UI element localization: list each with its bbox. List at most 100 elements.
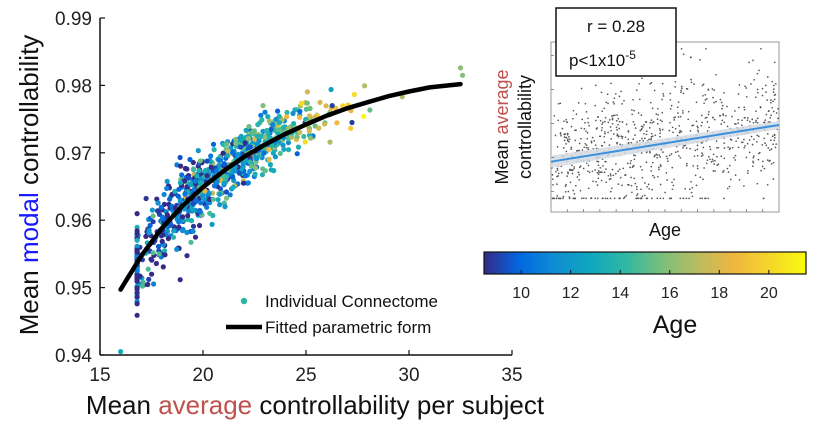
inset-point — [585, 111, 588, 113]
inset-point — [705, 98, 708, 100]
inset-point — [699, 197, 702, 200]
inset-point — [607, 121, 610, 124]
inset-point — [704, 99, 707, 101]
connectome-point — [265, 114, 271, 120]
inset-point — [735, 123, 737, 126]
inset-point — [693, 83, 695, 85]
inset-point — [566, 139, 569, 142]
inset-point — [726, 187, 729, 190]
connectome-point — [223, 189, 229, 195]
connectome-point-outlier — [459, 72, 466, 78]
inset-point — [723, 147, 726, 149]
inset-point — [599, 171, 602, 173]
inset-point — [660, 148, 663, 151]
connectome-point — [277, 150, 283, 156]
inset-point — [610, 82, 612, 85]
inset-point — [632, 138, 635, 140]
connectome-point — [160, 232, 166, 238]
inset-point — [733, 156, 735, 159]
inset-point — [771, 135, 774, 138]
inset-point — [576, 149, 579, 152]
inset-point — [669, 92, 672, 95]
connectome-point — [225, 148, 231, 154]
inset-point — [683, 144, 686, 147]
inset-point — [649, 83, 652, 85]
inset-point — [649, 151, 651, 154]
connectome-point — [202, 188, 208, 194]
inset-point — [602, 165, 604, 167]
inset-point — [744, 85, 746, 88]
inset-point — [621, 135, 624, 138]
connectome-point — [302, 139, 308, 145]
connectome-point — [155, 243, 162, 250]
inset-point — [630, 141, 633, 144]
inset-point — [651, 121, 654, 124]
inset-point — [766, 133, 769, 135]
inset-point — [745, 95, 748, 98]
connectome-point — [271, 168, 277, 174]
inset-point — [632, 121, 635, 123]
inset-point — [765, 113, 768, 116]
inset-point — [587, 146, 589, 149]
connectome-point — [164, 178, 170, 184]
inset-point — [602, 121, 604, 124]
connectome-point — [281, 146, 287, 152]
inset-point — [696, 148, 699, 151]
inset-point — [772, 143, 774, 146]
connectome-point — [238, 144, 244, 150]
inset-point — [630, 159, 632, 162]
inset-point — [672, 131, 674, 134]
inset-point — [564, 190, 567, 193]
inset-point — [655, 113, 658, 115]
connectome-point — [295, 144, 302, 150]
connectome-point — [307, 135, 314, 141]
inset-point — [752, 121, 755, 124]
inset-point — [656, 156, 659, 159]
connectome-point — [258, 133, 264, 140]
inset-point — [757, 91, 759, 94]
inset-point — [612, 174, 615, 177]
inset-point — [643, 137, 646, 140]
age-colorbar: 10 12 14 16 18 20 Age — [483, 251, 807, 339]
inset-point — [574, 129, 576, 132]
inset-point — [561, 171, 563, 174]
inset-point — [770, 148, 773, 150]
connectome-point — [264, 127, 270, 134]
connectome-point — [200, 192, 206, 199]
inset-point — [752, 160, 754, 163]
connectome-point — [258, 112, 264, 118]
connectome-point — [134, 243, 140, 249]
inset-point — [684, 188, 687, 190]
inset-point — [708, 126, 710, 129]
connectome-point — [190, 223, 197, 229]
inset-point — [587, 117, 589, 120]
inset-point — [640, 152, 643, 154]
inset-point — [606, 93, 609, 96]
inset-point — [770, 114, 772, 117]
inset-point — [699, 59, 701, 61]
inset-point — [577, 102, 580, 104]
inset-point — [557, 119, 560, 122]
inset-point — [679, 115, 682, 118]
inset-point — [601, 171, 603, 173]
inset-point — [560, 134, 562, 137]
inset-point — [604, 160, 606, 163]
inset-point — [604, 131, 606, 133]
connectome-point — [298, 100, 305, 106]
inset-point — [755, 110, 757, 113]
inset-point — [572, 117, 574, 120]
inset-point — [756, 121, 759, 124]
inset-point — [661, 82, 664, 85]
inset-point — [577, 171, 580, 174]
inset-point — [609, 174, 612, 177]
connectome-point — [317, 99, 323, 105]
inset-point — [555, 170, 557, 173]
inset-point — [584, 142, 587, 145]
inset-point — [748, 61, 750, 64]
inset-point — [554, 134, 557, 137]
inset-point — [578, 166, 581, 169]
inset-point — [618, 168, 621, 171]
connectome-point — [146, 227, 152, 233]
inset-point — [697, 126, 699, 129]
legend-label-fitted-form: Fitted parametric form — [265, 318, 431, 337]
